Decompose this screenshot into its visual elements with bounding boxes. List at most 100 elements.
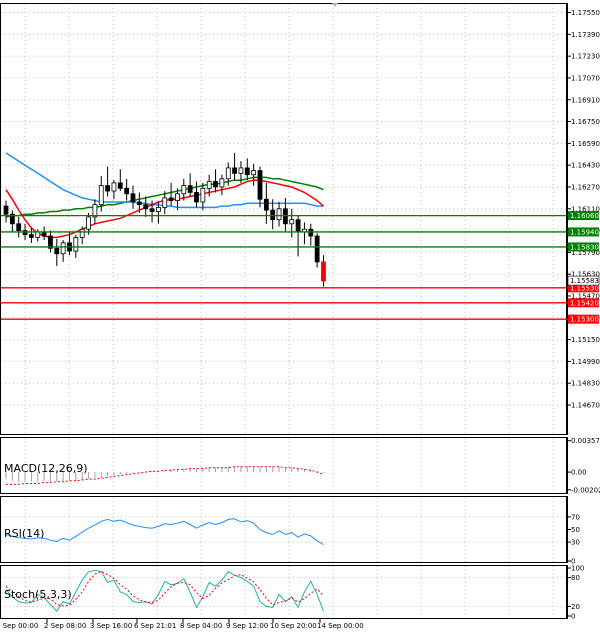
level-tag xyxy=(568,283,599,293)
price-tick-label: 1.16110 xyxy=(571,205,600,213)
candle-body xyxy=(92,204,98,218)
level-tag-label: 1.15830 xyxy=(570,243,599,251)
rsi-line xyxy=(5,518,324,546)
candle-body xyxy=(270,209,276,221)
candle-body xyxy=(168,197,174,202)
candle-body xyxy=(206,181,212,189)
candle-body xyxy=(28,234,34,238)
stoch-title: Stoch(5,3,3) xyxy=(4,588,72,601)
price-tick-label: 1.16750 xyxy=(571,118,600,126)
candle-body xyxy=(257,170,263,200)
candle-body xyxy=(3,205,9,215)
time-tick-label: 10 Sep 20:00 xyxy=(270,622,317,630)
candle-body xyxy=(289,219,295,225)
price-tick-label: 1.15790 xyxy=(571,249,600,257)
price-tick-label: 1.15630 xyxy=(571,271,600,279)
level-tag-label: 1.16060 xyxy=(570,212,599,220)
candle-body xyxy=(213,181,218,188)
rsi-panel: 70 50 30 0 xyxy=(0,496,580,566)
macd-tick-label: -0.002021 xyxy=(571,486,600,494)
time-tick-label: 6 Sep 21:01 xyxy=(134,622,176,630)
price-panel: 1.17550 1.17390 1.17230 1.17070 1.16910 1.167… xyxy=(0,3,600,435)
candle-body xyxy=(16,223,22,231)
candle-body xyxy=(200,187,206,203)
candle-body xyxy=(232,167,238,174)
candle-body xyxy=(143,204,149,210)
candle-body xyxy=(22,230,28,236)
candle-body xyxy=(219,178,225,188)
price-tick-label: 1.14830 xyxy=(571,380,600,388)
rsi-tick-label: 70 xyxy=(571,513,580,521)
candle-body xyxy=(314,235,320,263)
candle-body xyxy=(155,207,161,212)
price-tick-label: 1.17390 xyxy=(571,31,600,39)
rsi-tick-label: 50 xyxy=(571,526,580,534)
level-tag-label: 1.15420 xyxy=(570,299,599,307)
macd-tick-label: 0.003576 xyxy=(571,437,600,445)
candle-body xyxy=(225,167,231,180)
candle-body xyxy=(162,197,168,208)
candle-body xyxy=(9,213,15,225)
price-tick-label: 1.17230 xyxy=(571,53,600,61)
candle-body xyxy=(111,182,117,192)
level-tag xyxy=(568,227,599,237)
stoch-d-line xyxy=(5,570,324,607)
price-tick-label: 1.14990 xyxy=(571,358,600,366)
macd-panel: 0.003576 0.00 -0.002021 xyxy=(0,437,600,494)
rsi-title: RSI(14) xyxy=(4,527,44,540)
candle-body xyxy=(73,236,79,252)
scroll-marker-icon xyxy=(332,3,338,7)
macd-frame xyxy=(0,437,567,494)
time-axis: 1 Sep 00:00 2 Sep 08:00 3 Sep 16:00 6 Sep 2… xyxy=(0,619,364,630)
candle-body xyxy=(244,167,250,176)
candle-body xyxy=(282,208,288,225)
macd-signal-line xyxy=(6,466,324,485)
candle-body xyxy=(35,231,41,238)
price-tick-label: 1.16590 xyxy=(571,140,600,148)
candle-body xyxy=(54,247,60,255)
candle-body xyxy=(105,185,110,192)
candle-body xyxy=(136,201,142,206)
candle-body xyxy=(321,261,326,282)
stoch-frame xyxy=(0,565,567,619)
price-tick-label: 1.14670 xyxy=(571,402,600,410)
candle-body xyxy=(194,192,199,203)
candle-body xyxy=(117,182,123,189)
level-tag xyxy=(568,211,599,221)
time-tick-label: 8 Sep 04:00 xyxy=(180,622,222,630)
stoch-tick-label: 80 xyxy=(571,574,580,582)
rsi-tick-label: 0 xyxy=(571,558,575,566)
candle-body xyxy=(48,235,53,249)
candle-body xyxy=(187,185,193,193)
candle-body xyxy=(60,242,66,255)
candle-body xyxy=(251,170,257,176)
level-tag-label: 1.15940 xyxy=(570,228,599,236)
candle-body xyxy=(130,193,136,203)
level-tag xyxy=(568,242,599,252)
candle-body xyxy=(79,228,85,238)
price-tick-label: 1.16270 xyxy=(571,183,600,191)
candle-body xyxy=(86,216,91,230)
candle-body xyxy=(308,228,314,237)
rsi-frame xyxy=(0,496,567,563)
stoch-k-line xyxy=(5,569,324,613)
candle-body xyxy=(276,208,282,221)
level-tag xyxy=(568,314,599,324)
price-tick-label: 1.15150 xyxy=(571,336,600,344)
rsi-tick-label: 30 xyxy=(571,539,580,547)
price-tick-label: 1.17550 xyxy=(571,9,600,17)
time-tick-label: 9 Sep 12:00 xyxy=(226,622,268,630)
candle-body xyxy=(149,208,155,212)
time-tick-label: 1 Sep 00:00 xyxy=(0,622,38,630)
time-tick-label: 3 Sep 16:00 xyxy=(90,622,132,630)
current-price-label: 1.15583 xyxy=(570,277,599,285)
candle-body xyxy=(295,219,301,233)
stoch-tick-label: 0 xyxy=(571,613,575,621)
time-tick-label: 14 Sep 00:00 xyxy=(317,622,364,630)
candle-body xyxy=(238,167,244,174)
stoch-tick-label: 100 xyxy=(571,565,584,573)
level-tag-label: 1.15530 xyxy=(570,284,599,292)
current-price-tag xyxy=(567,275,600,286)
candle-body xyxy=(175,193,180,202)
